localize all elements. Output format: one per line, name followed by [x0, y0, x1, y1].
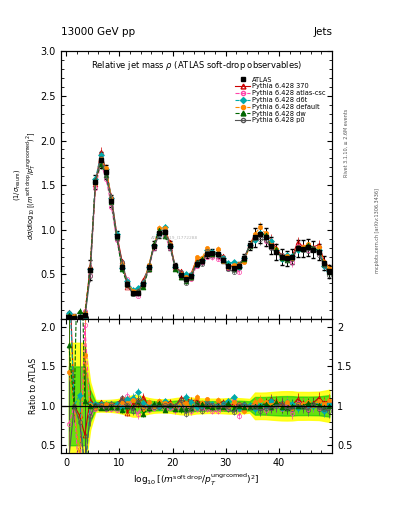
- Text: Rivet 3.1.10, ≥ 2.6M events: Rivet 3.1.10, ≥ 2.6M events: [344, 109, 349, 178]
- Legend: ATLAS, Pythia 6.428 370, Pythia 6.428 atlas-csc, Pythia 6.428 d6t, Pythia 6.428 : ATLAS, Pythia 6.428 370, Pythia 6.428 at…: [235, 76, 326, 124]
- Text: mcplots.cern.ch [arXiv:1306.3436]: mcplots.cern.ch [arXiv:1306.3436]: [375, 188, 380, 273]
- Text: Relative jet mass $\rho$ (ATLAS soft-drop observables): Relative jet mass $\rho$ (ATLAS soft-dro…: [91, 59, 302, 72]
- Text: ATLAS2019_I1772288: ATLAS2019_I1772288: [151, 236, 198, 240]
- X-axis label: $\log_{10}[(m^{\mathrm{soft\ drop}}/p_T^{\mathrm{ungroomed}})^2]$: $\log_{10}[(m^{\mathrm{soft\ drop}}/p_T^…: [133, 472, 260, 488]
- Text: 13000 GeV pp: 13000 GeV pp: [61, 27, 135, 37]
- Y-axis label: $(1/\sigma_{\mathrm{resum}})$
$d\sigma/d\log_{10}[(m^{\mathrm{soft\ drop}}/p_T^{: $(1/\sigma_{\mathrm{resum}})$ $d\sigma/d…: [13, 131, 38, 240]
- Text: Jets: Jets: [313, 27, 332, 37]
- Y-axis label: Ratio to ATLAS: Ratio to ATLAS: [29, 358, 38, 414]
